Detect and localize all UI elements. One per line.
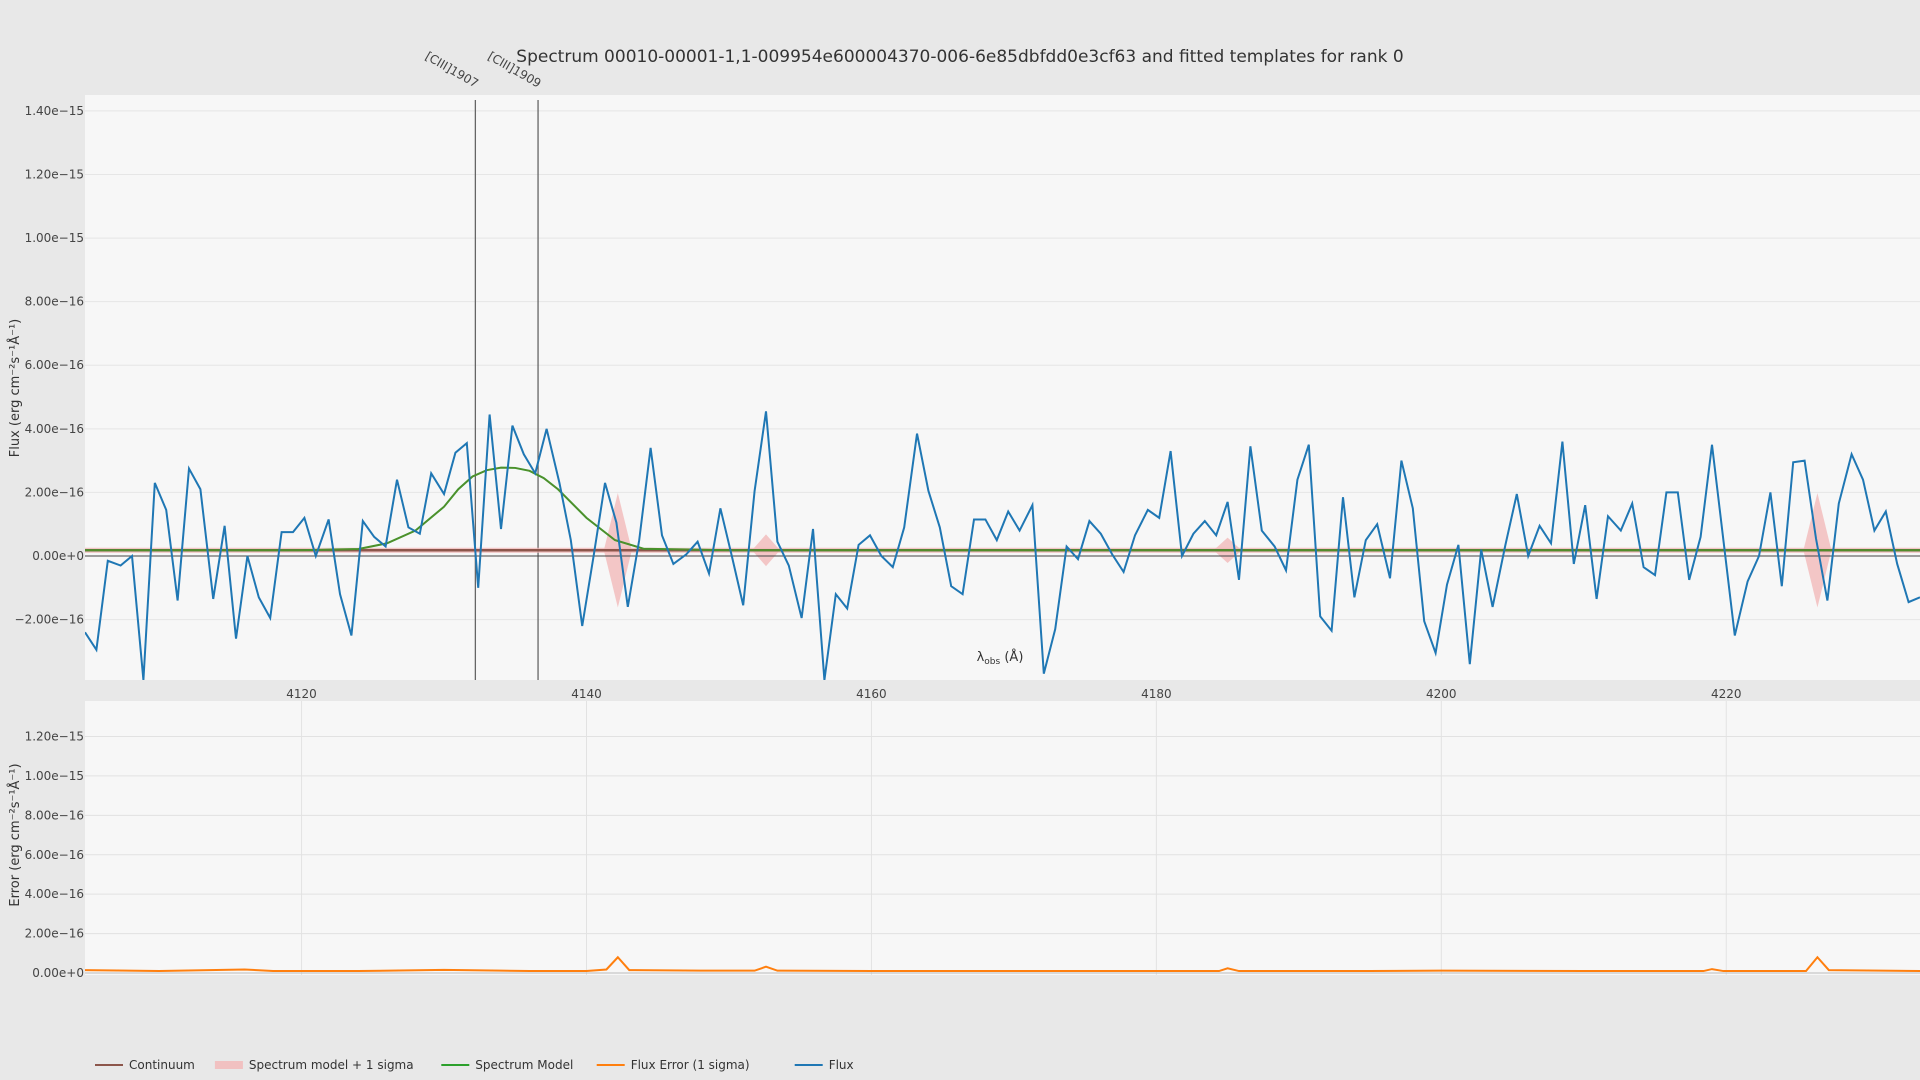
x-tick-label: 4180: [1141, 687, 1172, 701]
main-y-tick-label: −2.00e−16: [15, 613, 84, 627]
main-series-lines: [85, 411, 1920, 680]
x-tick-label: 4200: [1426, 687, 1457, 701]
main-y-tick-label: 1.00e−15: [25, 231, 84, 245]
legend-label: Flux Error (1 sigma): [631, 1058, 750, 1072]
error-y-tick-labels: 0.00e+0 2.00e−16 4.00e−16 6.00e−16 8.00e−16 1…: [25, 729, 84, 980]
main-y-tick-label: 2.00e−16: [25, 485, 84, 499]
main-y-tick-label: 6.00e−16: [25, 358, 84, 372]
emission-line-label: [CIII]1907: [423, 49, 481, 91]
legend-label: Spectrum Model: [475, 1058, 573, 1072]
legend: Continuum Spectrum model + 1 sigma Spectru…: [95, 1058, 854, 1072]
main-y-gridlines: [85, 110, 1920, 621]
legend-swatch: [214, 1061, 243, 1069]
legend-item: Continuum: [95, 1058, 195, 1072]
legend-item: Spectrum model + 1 sigma: [214, 1058, 414, 1072]
legend-item: Spectrum Model: [441, 1058, 573, 1072]
main-y-tick-label: 8.00e−16: [25, 295, 84, 309]
main-y-tick-label: 1.40e−15: [25, 104, 84, 118]
error-plot-area: [85, 701, 1920, 975]
flux-error-line: [85, 955, 1920, 973]
x-axis-label: λobs (Å): [977, 649, 1024, 667]
error-y-tick-label: 0.00e+0: [32, 966, 84, 980]
main-x-tick-labels: 4120 4140 4160 4180 4200 4220: [286, 687, 1741, 701]
error-y-tick-label: 4.00e−16: [25, 887, 84, 901]
legend-item: Flux Error (1 sigma): [596, 1058, 750, 1072]
emission-line-markers: [474, 100, 539, 680]
legend-label: Flux: [829, 1058, 854, 1072]
main-plot-area: [85, 95, 1920, 680]
chart-title: Spectrum 00010-00001-1,1-009954e60000437…: [516, 47, 1403, 67]
error-y-tick-label: 2.00e−16: [25, 927, 84, 941]
main-y-tick-label: 1.20e−15: [25, 167, 84, 181]
x-tick-label: 4160: [856, 687, 887, 701]
flux-line: [85, 411, 1920, 680]
main-y-tick-label: 4.00e−16: [25, 422, 84, 436]
error-y-axis-label: Error (erg cm⁻²s⁻¹Å⁻¹): [7, 763, 23, 906]
legend-item: Flux: [794, 1058, 854, 1072]
error-y-tick-label: 6.00e−16: [25, 848, 84, 862]
main-y-tick-label: 0.00e+0: [32, 549, 84, 563]
legend-label: Continuum: [129, 1058, 195, 1072]
x-tick-label: 4140: [571, 687, 602, 701]
error-y-tick-label: 8.00e−16: [25, 808, 84, 822]
error-series-lines: [85, 955, 1920, 973]
main-y-axis-label: Flux (erg cm⁻²s⁻¹Å⁻¹): [7, 319, 23, 458]
x-tick-label: 4120: [286, 687, 317, 701]
x-tick-label: 4220: [1711, 687, 1742, 701]
main-y-tick-labels: −2.00e−16 0.00e+0 2.00e−16 4.00e−16 6.00e−16…: [15, 104, 84, 627]
error-y-tick-label: 1.20e−15: [25, 729, 84, 743]
error-gridlines: [85, 701, 1920, 975]
error-y-tick-label: 1.00e−15: [25, 769, 84, 783]
legend-label: Spectrum model + 1 sigma: [249, 1058, 414, 1072]
